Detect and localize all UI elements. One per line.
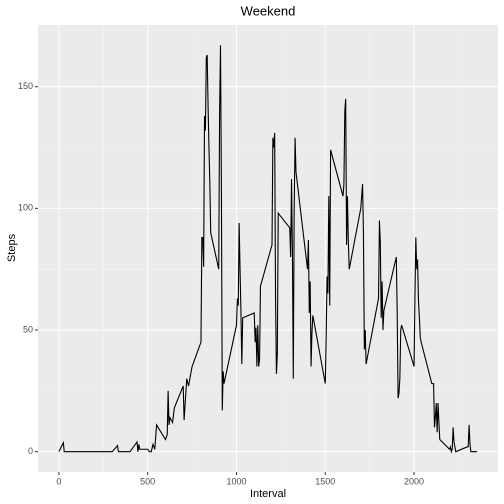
chart-title: Weekend xyxy=(241,3,296,18)
y-tick-label: 100 xyxy=(18,203,33,213)
y-tick-label: 50 xyxy=(23,324,33,334)
y-tick-label: 150 xyxy=(18,81,33,91)
x-axis-label: Interval xyxy=(250,488,286,500)
x-tick-label: 500 xyxy=(140,476,155,486)
y-tick-label: 0 xyxy=(28,446,33,456)
x-tick-label: 0 xyxy=(56,476,61,486)
x-tick-label: 1000 xyxy=(226,476,246,486)
y-axis-label: Steps xyxy=(6,233,18,262)
x-tick-label: 2000 xyxy=(404,476,424,486)
panel xyxy=(38,25,498,472)
x-tick-label: 1500 xyxy=(315,476,335,486)
line xyxy=(58,45,478,454)
